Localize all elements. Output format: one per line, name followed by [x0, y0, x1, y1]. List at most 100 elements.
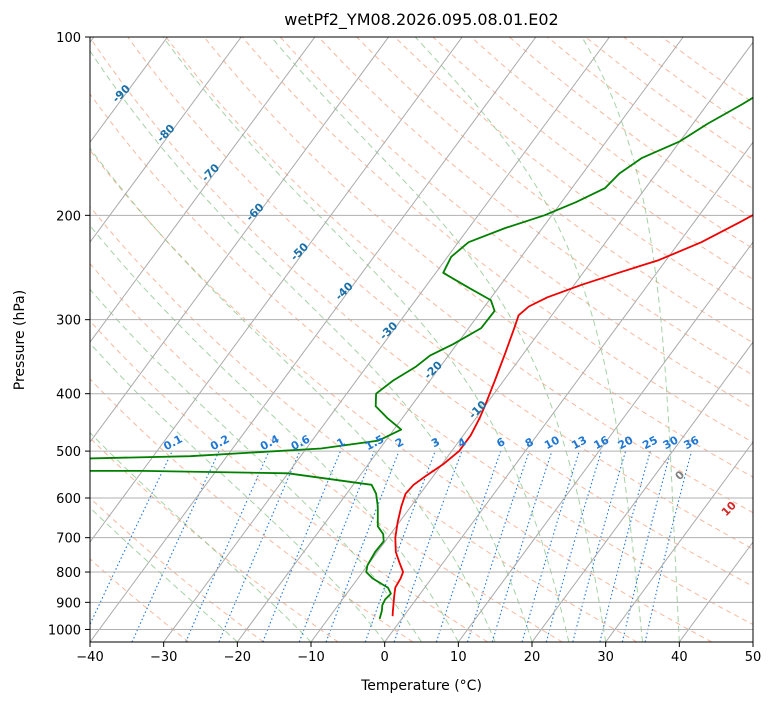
axes: −40 −30 −20 −10 0 10 20 30 40 5010020030040050060… [48, 31, 761, 665]
mixing-ratio-label: 3 [429, 435, 442, 450]
mixing-ratio-line [545, 450, 602, 642]
mixing-ratio-line [185, 450, 270, 642]
isotherm [605, 441, 753, 642]
dry-adiabat [90, 37, 753, 587]
mixing-ratio-line [435, 450, 502, 642]
isotherm [90, 37, 95, 44]
isotherm [0, 37, 20, 642]
x-tick-label: 20 [524, 650, 541, 665]
mixing-ratio-label: 30 [661, 433, 681, 452]
dry-adiabat-label: -30 [377, 319, 400, 342]
dry-adiabat-label: -40 [333, 279, 356, 302]
moist-adiabat [90, 288, 422, 642]
x-tick-label: 10 [450, 650, 467, 665]
dry-adiabat [165, 37, 753, 514]
dry-adiabat [623, 37, 753, 132]
mixing-ratio-label: 36 [682, 433, 702, 452]
mixing-ratio-line [572, 450, 627, 642]
mixing-ratio-label: 10 [542, 433, 562, 452]
isotherm [384, 141, 753, 642]
grid [0, 37, 753, 642]
mixing-ratio-label: 13 [569, 433, 589, 452]
isotherm [90, 37, 242, 244]
dry-adiabat-label: 20 [771, 528, 775, 548]
isotherm [90, 37, 463, 543]
dry-adiabat-label: -70 [199, 161, 222, 184]
mixing-ratio-line [521, 450, 580, 642]
y-tick-label: 300 [56, 314, 81, 329]
dry-adiabat [90, 378, 414, 642]
y-tick-label: 600 [56, 492, 81, 507]
isotherm [90, 37, 168, 144]
mixing-ratio-line [393, 450, 463, 642]
plot-frame [89, 36, 754, 643]
moist-adiabat [90, 224, 459, 642]
dry-adiabat [90, 149, 712, 642]
mixing-ratio-line [621, 450, 672, 642]
x-tick-label: 0 [381, 650, 389, 665]
mixing-ratio-line [491, 450, 553, 642]
isotherm [310, 41, 753, 642]
dry-adiabat [90, 497, 264, 642]
dry-adiabat-label: -50 [288, 240, 311, 263]
dewpoint-profile [90, 96, 753, 620]
mixing-ratio-label: 25 [640, 433, 660, 452]
isotherm [752, 641, 753, 642]
dry-adiabat [661, 37, 753, 104]
x-tick-label: −10 [297, 650, 324, 665]
dry-adiabat [90, 262, 563, 642]
dry-adiabat [90, 93, 753, 626]
x-tick-label: 50 [745, 650, 762, 665]
x-tick-label: −30 [150, 650, 177, 665]
x-tick-label: 30 [597, 650, 614, 665]
dry-adiabat [318, 37, 753, 376]
moist-adiabat [162, 37, 570, 642]
mixing-ratio-label: 6 [494, 435, 507, 450]
mixing-ratio-line [325, 450, 400, 642]
mixing-ratio-label: 1.5 [363, 433, 386, 454]
isotherm [457, 241, 753, 642]
isotherm [90, 37, 537, 642]
x-tick-label: −40 [76, 650, 103, 665]
y-tick-label: 700 [56, 532, 81, 547]
dry-adiabat [241, 37, 753, 444]
dry-adiabat [356, 37, 753, 344]
dry-adiabat-label: -60 [243, 200, 266, 223]
mixing-ratio-label: 1 [335, 435, 348, 450]
moist-adiabat [414, 37, 643, 642]
mixing-ratio-label: 16 [592, 433, 612, 452]
dry-adiabat-label: -20 [422, 358, 445, 381]
dry-adiabat [508, 37, 753, 220]
moist-adiabat [90, 506, 238, 642]
mixing-ratio-line [90, 450, 173, 626]
mixing-ratio-line [599, 450, 651, 642]
mixing-ratio-line [466, 450, 530, 642]
x-tick-label: −20 [224, 650, 251, 665]
mixing-ratio-label: 8 [523, 435, 536, 450]
chart-title: wetPf2_YM08.2026.095.08.01.E02 [284, 10, 559, 29]
dry-adiabat [203, 37, 753, 478]
moist-adiabat [270, 37, 607, 642]
dry-adiabat [90, 320, 488, 642]
moist-adiabat [90, 50, 533, 642]
isotherm [90, 37, 316, 343]
dry-adiabat [90, 558, 190, 642]
moist-adiabat [90, 431, 312, 642]
mixing-ratio-label: 20 [616, 433, 636, 452]
moist-adiabat [90, 147, 496, 642]
y-tick-label: 100 [56, 31, 81, 46]
mixing-ratio-line [364, 450, 436, 642]
isotherm [163, 37, 610, 642]
moist-adiabat [581, 37, 680, 642]
dry-adiabat [432, 37, 753, 280]
mixing-ratio-label: 0.2 [208, 432, 231, 453]
y-tick-label: 1000 [48, 623, 81, 638]
dry-adiabat [90, 205, 638, 642]
y-tick-label: 200 [56, 209, 81, 224]
y-tick-label: 900 [56, 596, 81, 611]
temperature-profile [391, 213, 753, 617]
y-tick-label: 800 [56, 566, 81, 581]
x-axis-label: Temperature (°C) [361, 678, 482, 694]
y-tick-label: 400 [56, 388, 81, 403]
